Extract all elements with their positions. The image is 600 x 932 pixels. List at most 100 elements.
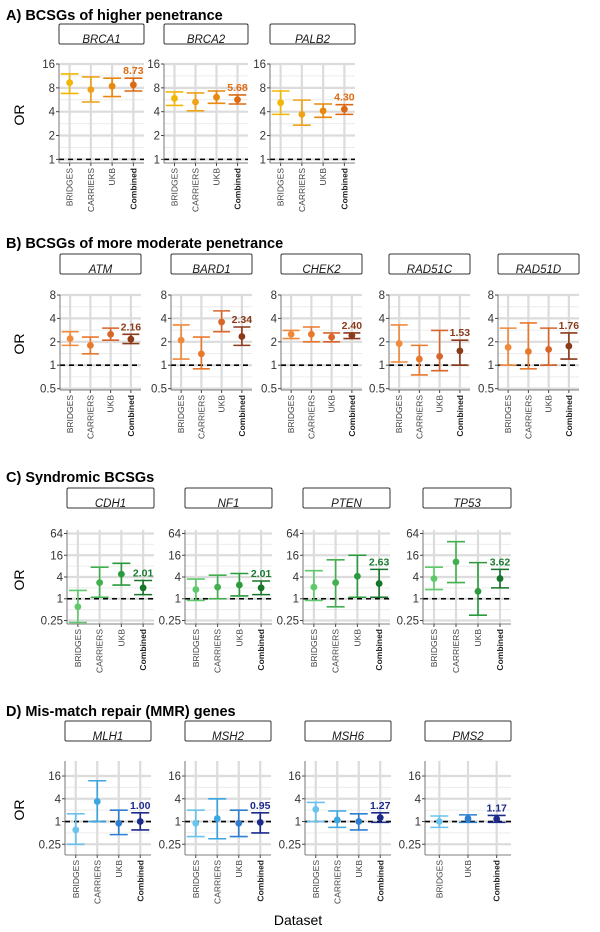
point-bridges	[395, 340, 403, 347]
x-tick-label: Combined	[256, 629, 266, 671]
y-tick-label: 1	[413, 594, 419, 606]
point-ukb	[218, 318, 226, 326]
x-tick-label: UKB	[463, 860, 473, 878]
point-bridges	[66, 335, 74, 342]
combined-or-label: 2.40	[342, 320, 363, 332]
point-carriers	[214, 583, 222, 591]
y-tick-label: 64	[168, 529, 181, 541]
x-tick-label: UKB	[473, 629, 483, 647]
point-ukb	[355, 818, 363, 825]
point-bridges	[277, 99, 285, 107]
x-tick-label: UKB	[107, 168, 117, 186]
section-mis-match-repair-mmr-genes: D) Mis-match repair (MMR) genes OR MLH1 0.2…	[6, 704, 512, 904]
x-tick-label: Combined	[138, 629, 148, 671]
y-tick-label: 4	[260, 107, 267, 119]
y-tick-label: 0.25	[399, 839, 421, 851]
x-tick-label: Combined	[347, 395, 357, 437]
x-tick-label: CARRIERS	[85, 395, 95, 439]
y-tick-label: 8	[271, 290, 277, 302]
x-tick-label: CARRIERS	[297, 168, 307, 212]
point-carriers	[96, 579, 104, 586]
combined-or-label: 1.53	[450, 327, 471, 339]
y-tick-label: 2	[488, 337, 494, 349]
x-tick-label: UKB	[318, 168, 328, 186]
x-tick-label: UKB	[234, 860, 244, 878]
y-tick-label: 0.25	[159, 839, 181, 851]
panel-rad51d: RAD51D 0.5 1 2 4 8 BRIDGES CARRIERS UKB Combined 1…	[478, 253, 580, 439]
point-carriers	[87, 86, 95, 94]
combined-or-label: 4.30	[334, 92, 355, 104]
y-tick-label: 0.25	[397, 615, 419, 627]
point-ukb	[545, 345, 553, 353]
y-tick-label: 4	[175, 794, 182, 806]
strip-label: NF1	[218, 498, 240, 510]
point-bridges	[171, 94, 178, 102]
strip-box	[184, 487, 273, 509]
strip-box	[302, 487, 391, 509]
y-axis-label: OR	[11, 105, 27, 126]
x-tick-label: Combined	[126, 395, 136, 437]
y-tick-label: 4	[413, 572, 420, 584]
y-tick-label: 4	[55, 794, 62, 806]
combined-or-label: 2.01	[251, 568, 272, 580]
strip-label: PALB2	[295, 34, 331, 46]
panel-pten: PTEN 0.25 1 4 16 64 BRIDGES CARRIERS UKB Combined…	[277, 487, 391, 673]
point-carriers	[86, 341, 94, 349]
y-tick-label: 4	[175, 572, 182, 584]
y-tick-label: 16	[50, 550, 63, 562]
x-tick-label: CARRIERS	[191, 168, 201, 212]
x-tick-label: UKB	[212, 168, 222, 186]
x-tick-label: CARRIERS	[414, 395, 424, 439]
x-axis-title: Dataset	[274, 912, 322, 928]
x-tick-label: UKB	[354, 860, 364, 878]
combined-or-label: 8.73	[123, 65, 144, 77]
point-ukb	[213, 93, 220, 101]
y-tick-label: 16	[168, 771, 181, 783]
x-tick-label: BRIDGES	[429, 629, 439, 668]
point-combined	[136, 818, 144, 825]
combined-or-label: 2.01	[133, 568, 154, 580]
x-tick-label: BRIDGES	[191, 860, 201, 899]
y-tick-label: 64	[286, 529, 299, 541]
y-tick-label: 4	[49, 107, 56, 119]
point-combined	[375, 580, 383, 587]
point-ukb	[319, 107, 327, 115]
combined-or-label: 3.62	[490, 556, 511, 568]
x-tick-label: UKB	[435, 395, 445, 413]
y-axis-label: OR	[11, 800, 27, 821]
plot-area	[59, 64, 144, 163]
point-ukb	[115, 819, 123, 827]
point-combined	[496, 575, 504, 582]
strip-label: PMS2	[452, 731, 484, 743]
point-ukb	[235, 819, 243, 827]
y-tick-label: 8	[260, 83, 266, 95]
section-bcsgs-of-higher-penetrance: A) BCSGs of higher penetrance OR BRCA1 1 2 4 8…	[6, 8, 356, 212]
y-tick-label: 1	[293, 594, 299, 606]
point-bridges	[310, 583, 318, 591]
y-tick-label: 0.25	[279, 839, 301, 851]
y-tick-label: 4	[161, 313, 168, 325]
strip-label: BARD1	[192, 264, 230, 276]
point-bridges	[312, 805, 320, 813]
strip-box	[58, 23, 145, 45]
y-axis-label: OR	[11, 334, 27, 355]
x-tick-label: Combined	[492, 860, 502, 902]
point-carriers	[307, 330, 315, 338]
y-tick-label: 16	[48, 771, 61, 783]
combined-or-label: 1.27	[370, 800, 391, 812]
section-title: C) Syndromic BCSGs	[6, 470, 154, 486]
point-combined	[376, 814, 384, 822]
y-tick-label: 16	[147, 59, 160, 71]
y-tick-label: 1	[488, 360, 494, 372]
point-combined	[565, 342, 573, 350]
point-carriers	[192, 98, 199, 106]
y-tick-label: 2	[271, 337, 277, 349]
combined-or-label: 1.76	[559, 320, 580, 332]
y-tick-label: 16	[42, 59, 55, 71]
strip-box	[184, 720, 272, 742]
point-bridges	[504, 343, 512, 351]
x-tick-label: BRIDGES	[276, 168, 286, 207]
x-tick-label: UKB	[327, 395, 337, 413]
y-tick-label: 16	[288, 771, 301, 783]
x-tick-label: Combined	[339, 168, 349, 210]
